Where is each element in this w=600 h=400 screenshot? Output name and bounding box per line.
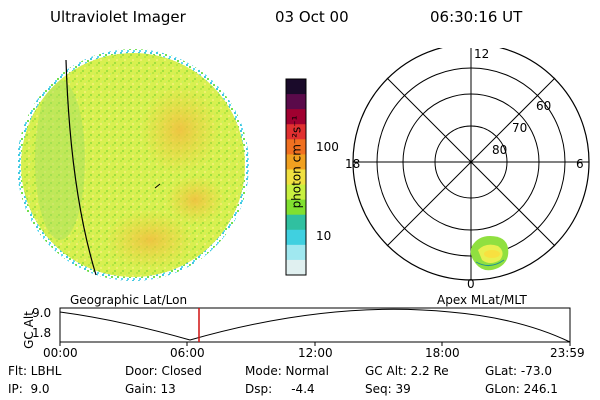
tick-mark [154,183,161,189]
xtick-0600: 06:00 [170,346,205,360]
colorbar-segment [286,199,306,216]
info-mode: Mode: Normal [245,364,329,378]
colorbar-segment [286,154,306,170]
xtick-1800: 18:00 [425,346,460,360]
altitude-plot [59,307,571,346]
info-gain: Gain: 13 [125,382,176,396]
geographic-image [17,49,249,281]
mlt-label-0: 0 [467,277,475,288]
date-label: 03 Oct 00 [275,8,349,26]
info-ip: IP: 9.0 [8,382,50,396]
colorbar-unit-label: photon cm⁻²s⁻¹ [289,115,304,209]
lat-label-80: 80 [492,143,507,157]
colorbar-segment [286,184,306,201]
info-gc-alt: GC Alt: 2.2 Re [365,364,449,378]
lat-label-70: 70 [512,121,527,135]
polar-plot: 12 18 6 0 60 70 80 [345,48,590,288]
info-door: Door: Closed [125,364,202,378]
colorbar-segment [286,214,306,231]
lat-label-60: 60 [536,99,551,113]
altitude-ytick-top: 9.0 [32,306,52,320]
colorbar-segment [286,259,306,276]
colorbar-segment [286,244,306,261]
colorbar-segment [286,94,306,110]
apex-label: Apex MLat/MLT [437,293,527,307]
altitude-curve [59,308,571,343]
info-glat: GLat: -73.0 [485,364,552,378]
instrument-title: Ultraviolet Imager [50,8,186,26]
colorbar-segment [286,124,306,140]
terminator-line [65,59,97,276]
colorbar-segment [286,109,306,125]
xtick-2359: 23:59 [550,346,585,360]
time-label: 06:30:16 UT [430,8,523,26]
info-dsp: Dsp: -4.4 [245,382,315,396]
info-filter: Flt: LBHL [8,364,62,378]
mlt-label-6: 6 [576,157,584,171]
altitude-ytick-bottom: 1.8 [32,326,52,340]
xtick-1200: 12:00 [298,346,333,360]
colorbar-segment [286,229,306,246]
geographic-label: Geographic Lat/Lon [70,293,188,307]
colorbar [285,78,307,276]
info-glon: GLon: 246.1 [485,382,558,396]
colorbar-tick-100: 100 [316,140,339,154]
mlt-label-18: 18 [345,157,360,171]
info-seq: Seq: 39 [365,382,411,396]
mlt-label-12: 12 [474,48,489,61]
colorbar-segment [286,139,306,155]
xtick-0000: 00:00 [43,346,78,360]
colorbar-segment [286,79,306,95]
colorbar-segment [286,169,306,186]
colorbar-tick-10: 10 [316,229,332,243]
